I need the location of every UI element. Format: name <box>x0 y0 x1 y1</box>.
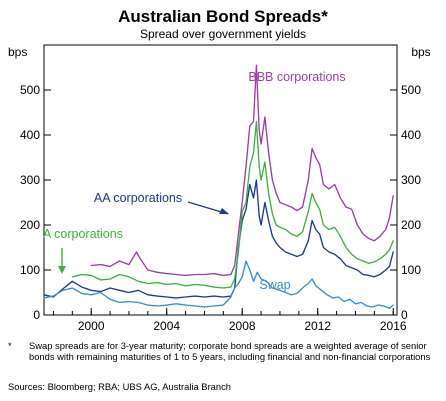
chart-subtitle: Spread over government yields <box>140 27 306 41</box>
x-tick-label-2004: 2004 <box>153 319 180 333</box>
series-layer <box>43 64 394 309</box>
y-tick-label-left-200: 200 <box>20 218 40 232</box>
series-label-bbb: BBB corporations <box>248 70 345 84</box>
chart-title: Australian Bond Spreads* <box>118 7 328 26</box>
a-arrow-head <box>58 266 66 274</box>
y-tick-label-right-0: 0 <box>401 308 408 322</box>
x-tick-label-2008: 2008 <box>229 319 256 333</box>
y-tick-label-left-500: 500 <box>20 83 40 97</box>
y-tick-label-right-200: 200 <box>401 218 421 232</box>
series-label-swap: Swap <box>259 278 290 292</box>
series-line-1 <box>43 179 394 299</box>
series-label-aa: AA corporations <box>94 191 182 205</box>
y-tick-label-right-500: 500 <box>401 83 421 97</box>
sources-text: Sources: Bloomberg; RBA; UBS AG, Austral… <box>8 381 232 392</box>
footnote-text: Swap spreads are for 3-year maturity; co… <box>29 340 431 363</box>
series-line-0 <box>90 64 394 277</box>
y-axis-unit-left: bps <box>8 45 27 59</box>
series-label-a: A corporations <box>43 227 123 241</box>
series-line-3 <box>43 260 394 309</box>
y-tick-label-right-400: 400 <box>401 128 421 142</box>
series-line-2 <box>71 120 394 289</box>
x-tick-label-2012: 2012 <box>304 319 331 333</box>
series-label-layer: BBB corporations AA corporations A corpo… <box>43 70 346 292</box>
y-tick-label-left-300: 300 <box>20 173 40 187</box>
y-tick-label-left-100: 100 <box>20 263 40 277</box>
aa-arrow-head <box>219 208 229 214</box>
y-tick-label-left-0: 0 <box>33 308 40 322</box>
y-axis-unit-right: bps <box>411 45 430 59</box>
footnote-marker: * <box>8 340 12 351</box>
annotation-layer <box>58 201 229 274</box>
y-tick-label-right-300: 300 <box>401 173 421 187</box>
y-tick-label-left-400: 400 <box>20 128 40 142</box>
x-tick-label-2016: 2016 <box>380 319 407 333</box>
y-tick-label-right-100: 100 <box>401 263 421 277</box>
x-tick-label-2000: 2000 <box>78 319 105 333</box>
